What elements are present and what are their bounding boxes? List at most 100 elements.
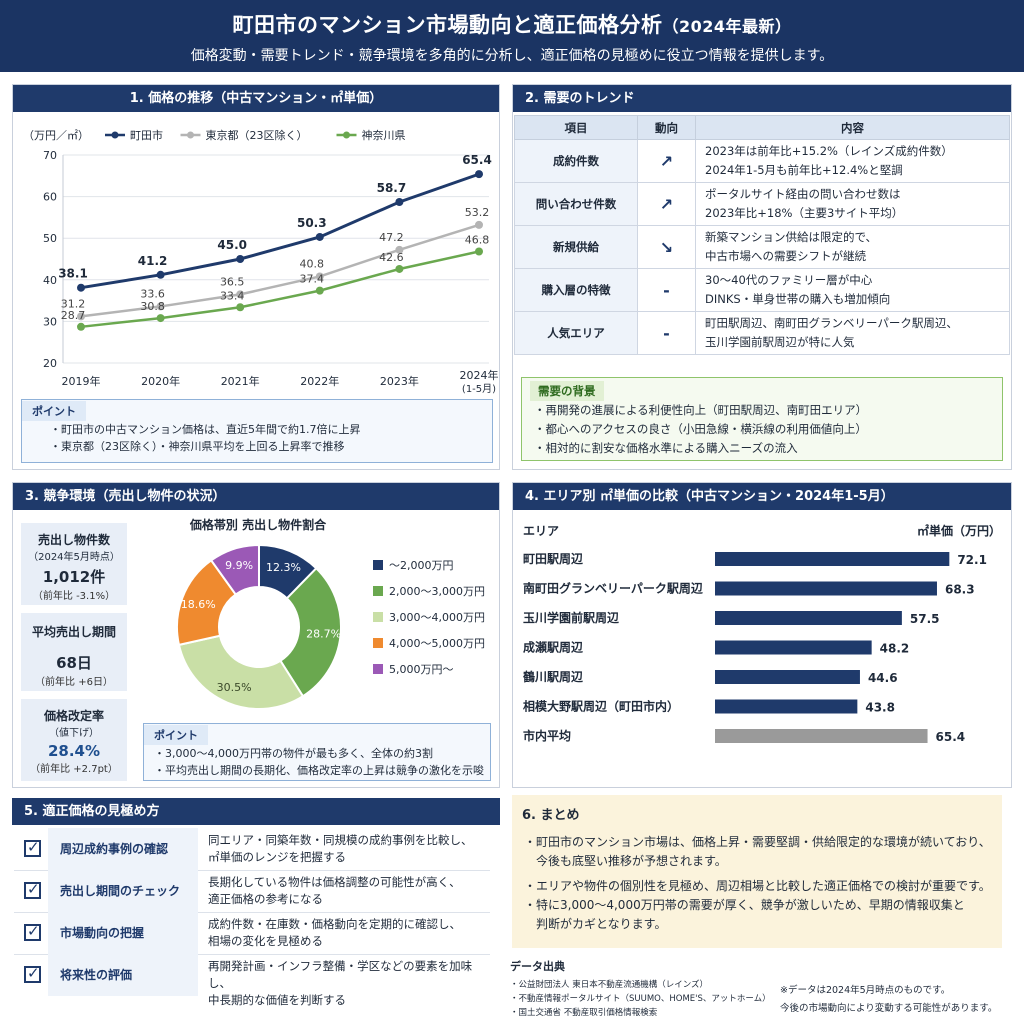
data-label: 33.4 [220,289,245,302]
trend-up-icon: ↗ [637,139,696,183]
data-point [77,322,85,331]
y-tick-label: 30 [43,315,57,328]
check-desc: 同エリア・同築年数・同規模の成約事例を比較し、 ㎡単価のレンジを把握する [208,833,473,864]
stat-sub: （2024年5月時点） [28,552,120,563]
source-note: 今後の市場動向により変動する可能性があります。 [780,1003,998,1014]
data-label: 28.7 [61,309,86,322]
legend-label: ～2,000万円 [389,559,454,572]
data-label: 58.7 [377,181,407,195]
data-label: 40.8 [300,257,325,270]
legend-marker [187,131,194,139]
summary-panel: 6. まとめ ・町田市のマンション市場は、価格上昇・需要堅調・供給限定的な環境が… [512,795,1002,948]
competition-panel: 3. 競争環境（売出し物件の状況） 売出し物件数 （2024年5月時点） 1,0… [12,482,500,788]
bar-value-label: 57.5 [910,612,940,626]
bar-category-label: 鶴川駅周辺 [523,669,583,684]
row-item: 購入層の特徴 [514,268,638,312]
check-label: 売出し期間のチェック [48,870,198,912]
data-label: 41.2 [138,254,168,268]
legend-label: 4,000～5,000万円 [389,637,485,650]
data-label: 45.0 [217,238,247,252]
price-trend-panel: 1. 価格の推移（中古マンション・㎡単価） （万円／㎡） 町田市 東京都（23区除く… [12,84,500,470]
table-row: 購入層の特徴 - 30～40代のファミリー層が中心 DINKS・単身世帯の購入も増… [514,268,1010,312]
legend-label: 5,000万円～ [389,663,454,676]
background-item: ・相対的に割安な価格水準による購入ニーズの流入 [534,441,798,455]
stat-note: （前年比 -3.1%） [32,591,116,602]
data-label: 47.2 [379,231,404,244]
table-row: 人気エリア - 町田駅周辺、南町田グランベリーパーク駅周辺、 玉川学園前駅周辺が特… [514,311,1010,355]
y-unit-label: （万円／㎡） [23,129,89,142]
legend-label: 3,000～4,000万円 [389,611,485,624]
stat-label: 売出し物件数 [37,533,110,547]
x-tick-label: 2019年 [62,374,101,388]
row-desc: ポータルサイト経由の問い合わせ数は 2023年比+18%（主要3サイト平均） [695,182,1010,226]
bar-value-label: 65.4 [936,730,966,744]
x-tick-label: 2022年 [300,374,339,388]
legend-swatch [373,664,383,674]
row-item: 成約件数 [514,139,638,183]
slice-label: 18.6% [181,598,216,611]
bar [715,552,950,566]
legend-label: 町田市 [130,128,163,142]
stat-value: 28.4% [47,742,101,760]
stat-note: （前年比 +2.7pt） [30,764,118,775]
table-row: 成約件数 ↗ 2023年は前年比+15.2%（レインズ成約件数） 2024年1-5… [514,139,1010,183]
row-desc: 新築マンション供給は限定的で、 中古市場への需要シフトが継続 [695,225,1010,269]
check-row: 市場動向の把握 成約件数・在庫数・価格動向を定期的に確認し、相場の変化を見極める [14,912,490,955]
row-item: 問い合わせ件数 [514,182,638,226]
bar-value-label: 68.3 [945,583,975,597]
table-row: 問い合わせ件数 ↗ ポータルサイト経由の問い合わせ数は 2023年比+18%（主要… [514,182,1010,226]
summary-item: ・町田市のマンション市場は、価格上昇・需要堅調・供給限定的な環境が続いており、 [524,835,991,849]
point-tag: ポイント [144,725,208,745]
check-desc: 成約件数・在庫数・価格動向を定期的に確認し、 相場の変化を見極める [208,917,461,948]
row-desc: 30～40代のファミリー層が中心 DINKS・単身世帯の購入も増加傾向 [695,268,1010,312]
check-desc: 再開発計画・インフラ整備・学区などの要素を加味し、 中長期的な価値を判断する [208,959,473,1007]
bar-value-label: 72.1 [957,553,987,567]
row-desc: 町田駅周辺、南町田グランベリーパーク駅周辺、 玉川学園前駅周辺が特に人気 [695,311,1010,355]
legend-marker [343,131,350,139]
legend-swatch [373,560,383,570]
point-item: ・平均売出し期間の長期化、価格改定率の上昇は競争の激化を示唆 [154,764,484,777]
summary-item: ・特に3,000～4,000万円帯の需要が厚く、競争が激しいため、早期の情報収集… [524,898,965,912]
stat-value: 68日 [56,654,92,672]
stat-revision: 価格改定率 （値下げ） 28.4% （前年比 +2.7pt） [21,699,127,781]
source-item: ・国土交通省 不動産取引価格情報検索 [510,1008,658,1018]
legend-swatch [373,638,383,648]
row-desc: 2023年は前年比+15.2%（レインズ成約件数） 2024年1-5月も前年比+1… [695,139,1010,183]
check-row: 将来性の評価 再開発計画・インフラ整備・学区などの要素を加味し、中長期的な価値を… [14,954,490,1007]
price-band-pie-chart: 価格帯別 売出し物件割合 12.3% 28.7% 30.5% 18.6% 9.9% ～2,0… [176,517,485,710]
page-title: 町田市のマンション市場動向と適正価格分析（2024年最新） [232,13,792,37]
check-label: 市場動向の把握 [48,912,198,954]
data-point [156,270,165,279]
area-bar-chart: エリア ㎡単価（万円） 町田駅周辺 72.1 南町田グランベリーパーク駅周辺 68.3 玉川… [523,523,1001,744]
point-item: ・東京都（23区除く）・神奈川県平均を上回る上昇率で推移 [50,440,345,453]
series-line [80,172,480,290]
background-item: ・都心へのアクセスの良さ（小田急線・横浜線の利用価値向上） [534,422,867,436]
demand-trend-panel: 2. 需要のトレンド 項目 動向 内容 成約件数 ↗ 2023年は前年比+15.… [512,84,1012,470]
table-header: 動向 [637,115,696,140]
bar [715,640,872,655]
x-tick-label: 2024年 [460,368,499,382]
check-label: 将来性の評価 [48,954,198,996]
trend-down-icon: ↘ [637,225,696,269]
sources: データ出典 ・公益財団法人 東日本不動産流通機構（レインズ） ・不動産情報ポータ… [510,958,1010,1020]
price-trend-chart: （万円／㎡） 町田市 東京都（23区除く） 神奈川県 20 30 40 50 60 70 2019年… [23,128,499,395]
page-header: 町田市のマンション市場動向と適正価格分析（2024年最新） 価格変動・需要トレン… [0,0,1024,72]
bar [715,581,937,596]
check-row: 周辺成約事例の確認 同エリア・同築年数・同規模の成約事例を比較し、㎡単価のレンジ… [14,828,490,871]
bar [715,729,928,743]
legend-label: 神奈川県 [362,128,406,142]
sources-title: データ出典 [510,960,565,973]
data-point [77,312,85,321]
data-point [475,220,483,229]
point-item: ・3,000～4,000万円帯の物件が最も多く、全体の約3割 [154,747,433,760]
row-item: 人気エリア [514,311,638,355]
source-item: ・公益財団法人 東日本不動産流通機構（レインズ） [510,980,709,990]
slice-label: 28.7% [306,628,341,641]
data-point [77,283,85,292]
data-label: 50.3 [297,216,327,230]
trend-up-icon: ↗ [637,182,696,226]
check-label: 周辺成約事例の確認 [48,828,198,870]
data-point [156,302,165,311]
pie-slice [209,543,260,596]
row-dir: - [637,268,696,312]
